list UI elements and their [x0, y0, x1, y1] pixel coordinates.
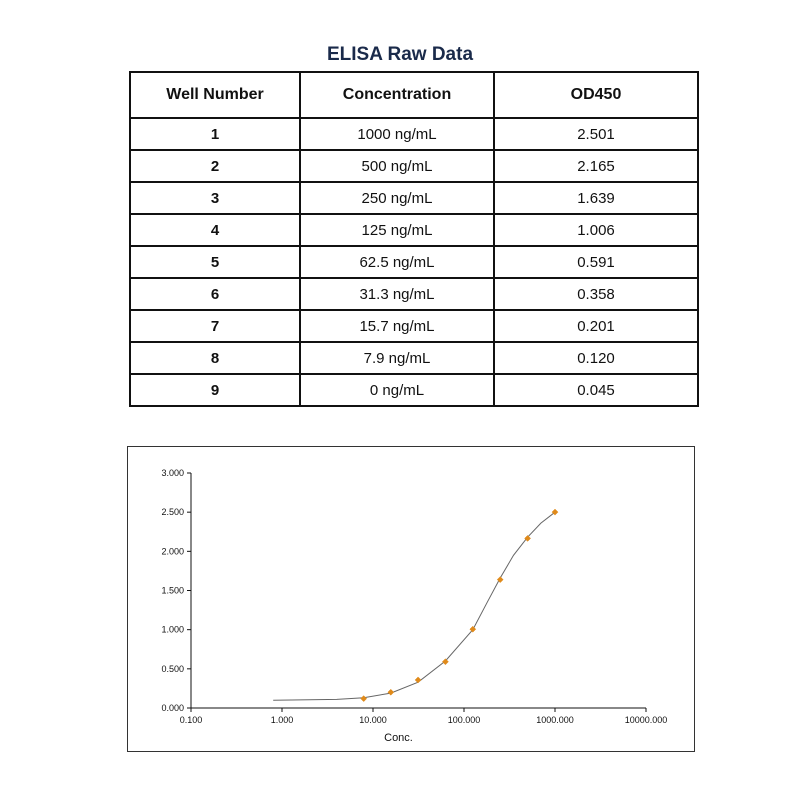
od450-cell: 0.358	[493, 277, 699, 311]
y-tick-label: 2.500	[161, 507, 184, 517]
od450-cell: 1.006	[493, 213, 699, 247]
well-number-cell: 1	[129, 117, 301, 151]
table-row: 3 250 ng/mL 1.639	[129, 181, 699, 215]
data-point	[360, 695, 368, 702]
table-row: 5 62.5 ng/mL 0.591	[129, 245, 699, 279]
table-row: 1 1000 ng/mL 2.501	[129, 117, 699, 151]
concentration-cell: 250 ng/mL	[299, 181, 495, 215]
table-row: 6 31.3 ng/mL 0.358	[129, 277, 699, 311]
fit-curve-line	[273, 511, 556, 701]
standard-curve-chart: 0.000 0.500 1.000 1.500 2.000 2.500 3.000 0.100…	[127, 446, 695, 752]
concentration-cell: 500 ng/mL	[299, 149, 495, 183]
table-header-row: Well Number Concentration OD450	[129, 71, 699, 119]
concentration-cell: 62.5 ng/mL	[299, 245, 495, 279]
data-point	[442, 658, 449, 666]
od450-cell: 0.120	[493, 341, 699, 375]
y-tick-label: 1.000	[161, 625, 184, 635]
od450-cell: 2.501	[493, 117, 699, 151]
well-number-cell: 8	[129, 341, 301, 375]
x-axis-title: Conc.	[384, 732, 413, 744]
well-number-cell: 5	[129, 245, 301, 279]
well-number-cell: 4	[129, 213, 301, 247]
od450-cell: 2.165	[493, 149, 699, 183]
y-tick-label: 2.000	[161, 546, 184, 556]
table-row: 4 125 ng/mL 1.006	[129, 213, 699, 247]
table-row: 7 15.7 ng/mL 0.201	[129, 309, 699, 343]
x-tick-label: 10.000	[359, 715, 387, 725]
header-od450: OD450	[493, 71, 699, 119]
x-tick-label: 10000.000	[625, 715, 668, 725]
concentration-cell: 15.7 ng/mL	[299, 309, 495, 343]
od450-cell: 0.591	[493, 245, 699, 279]
well-number-cell: 3	[129, 181, 301, 215]
concentration-cell: 0 ng/mL	[299, 373, 495, 407]
x-tick-label: 1.000	[271, 715, 294, 725]
table-row: 8 7.9 ng/mL 0.120	[129, 341, 699, 375]
well-number-cell: 7	[129, 309, 301, 343]
header-well-number: Well Number	[129, 71, 301, 119]
y-tick-label: 1.500	[161, 586, 184, 596]
concentration-cell: 1000 ng/mL	[299, 117, 495, 151]
od450-cell: 0.045	[493, 373, 699, 407]
data-point	[524, 535, 531, 542]
raw-data-table: Well Number Concentration OD450 1 1000 n…	[129, 71, 699, 407]
x-tick-label: 0.100	[180, 715, 203, 725]
od450-cell: 0.201	[493, 309, 699, 343]
y-tick-label: 3.000	[161, 468, 184, 478]
data-point	[387, 688, 395, 696]
well-number-cell: 2	[129, 149, 301, 183]
data-point	[496, 576, 504, 583]
chart-svg: 0.000 0.500 1.000 1.500 2.000 2.500 3.000 0.100…	[161, 468, 668, 744]
y-tick-label: 0.000	[161, 703, 184, 713]
data-point	[551, 508, 559, 516]
od450-cell: 1.639	[493, 181, 699, 215]
x-tick-label: 1000.000	[536, 715, 574, 725]
concentration-cell: 31.3 ng/mL	[299, 277, 495, 311]
well-number-cell: 9	[129, 373, 301, 407]
well-number-cell: 6	[129, 277, 301, 311]
concentration-cell: 125 ng/mL	[299, 213, 495, 247]
concentration-cell: 7.9 ng/mL	[299, 341, 495, 375]
table-title: ELISA Raw Data	[326, 44, 474, 65]
table-row: 9 0 ng/mL 0.045	[129, 373, 699, 407]
header-concentration: Concentration	[299, 71, 495, 119]
x-tick-label: 100.000	[448, 715, 481, 725]
data-point	[469, 625, 477, 633]
data-point	[414, 676, 422, 684]
y-tick-label: 0.500	[161, 664, 184, 674]
table-row: 2 500 ng/mL 2.165	[129, 149, 699, 183]
